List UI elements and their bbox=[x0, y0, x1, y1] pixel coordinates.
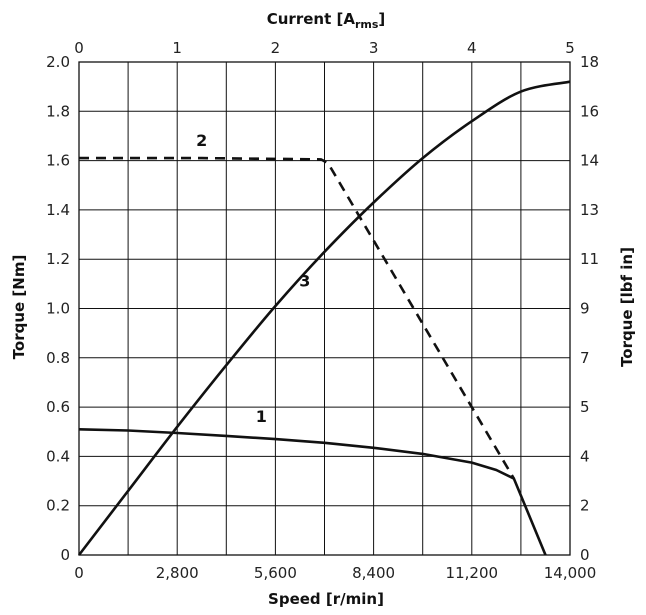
series-1-line bbox=[78, 428, 547, 556]
left-tick-label: 1.8 bbox=[46, 102, 70, 120]
right-tick-label: 9 bbox=[580, 300, 590, 318]
series-3-label: 3 bbox=[299, 271, 310, 290]
right-tick-label: 13 bbox=[580, 201, 599, 219]
left-tick-label: 1.4 bbox=[46, 201, 70, 219]
grid bbox=[79, 62, 570, 555]
curves: 1 2 3 bbox=[77, 80, 571, 556]
right-tick-label: 16 bbox=[580, 102, 599, 120]
top-tick-label: 0 bbox=[74, 39, 84, 57]
right-axis-title: Torque [lbf in] bbox=[618, 247, 636, 367]
top-tick-label: 5 bbox=[565, 39, 575, 57]
right-tick-label: 2 bbox=[580, 497, 590, 515]
series-1-label: 1 bbox=[256, 407, 267, 426]
bottom-tick-label: 14,000 bbox=[544, 564, 597, 582]
left-tick-label: 0.2 bbox=[46, 497, 70, 515]
bottom-tick-label: 2,800 bbox=[156, 564, 199, 582]
left-tick-label: 1.2 bbox=[46, 250, 70, 268]
top-tick-label: 1 bbox=[172, 39, 182, 57]
left-tick-label: 1.0 bbox=[46, 300, 70, 318]
bottom-tick-label: 8,400 bbox=[352, 564, 395, 582]
top-tick-label: 4 bbox=[467, 39, 477, 57]
top-tick-label: 2 bbox=[271, 39, 281, 57]
right-tick-label: 7 bbox=[580, 349, 590, 367]
right-tick-label: 5 bbox=[580, 398, 590, 416]
right-tick-label: 4 bbox=[580, 447, 590, 465]
left-tick-label: 0.6 bbox=[46, 398, 70, 416]
bottom-tick-label: 5,600 bbox=[254, 564, 297, 582]
left-tick-label: 0.4 bbox=[46, 447, 70, 465]
top-tick-label: 3 bbox=[369, 39, 379, 57]
series-2-line bbox=[79, 156, 516, 480]
right-tick-label: 14 bbox=[580, 152, 599, 170]
left-tick-label: 1.6 bbox=[46, 152, 70, 170]
left-tick-label: 2.0 bbox=[46, 53, 70, 71]
series-3-line bbox=[77, 80, 571, 556]
left-tick-label: 0 bbox=[60, 546, 70, 564]
bottom-tick-label: 11,200 bbox=[446, 564, 499, 582]
right-tick-label: 18 bbox=[580, 53, 599, 71]
bottom-axis-title: Speed [r/min] bbox=[268, 590, 384, 608]
left-tick-label: 0.8 bbox=[46, 349, 70, 367]
bottom-tick-label: 0 bbox=[74, 564, 84, 582]
right-tick-label: 11 bbox=[580, 250, 599, 268]
top-axis-title: Current [Arms] bbox=[267, 10, 386, 31]
plot-frame bbox=[78, 61, 571, 556]
left-axis-title: Torque [Nm] bbox=[10, 255, 28, 360]
series-2-label: 2 bbox=[196, 131, 207, 150]
right-tick-label: 0 bbox=[580, 546, 590, 564]
